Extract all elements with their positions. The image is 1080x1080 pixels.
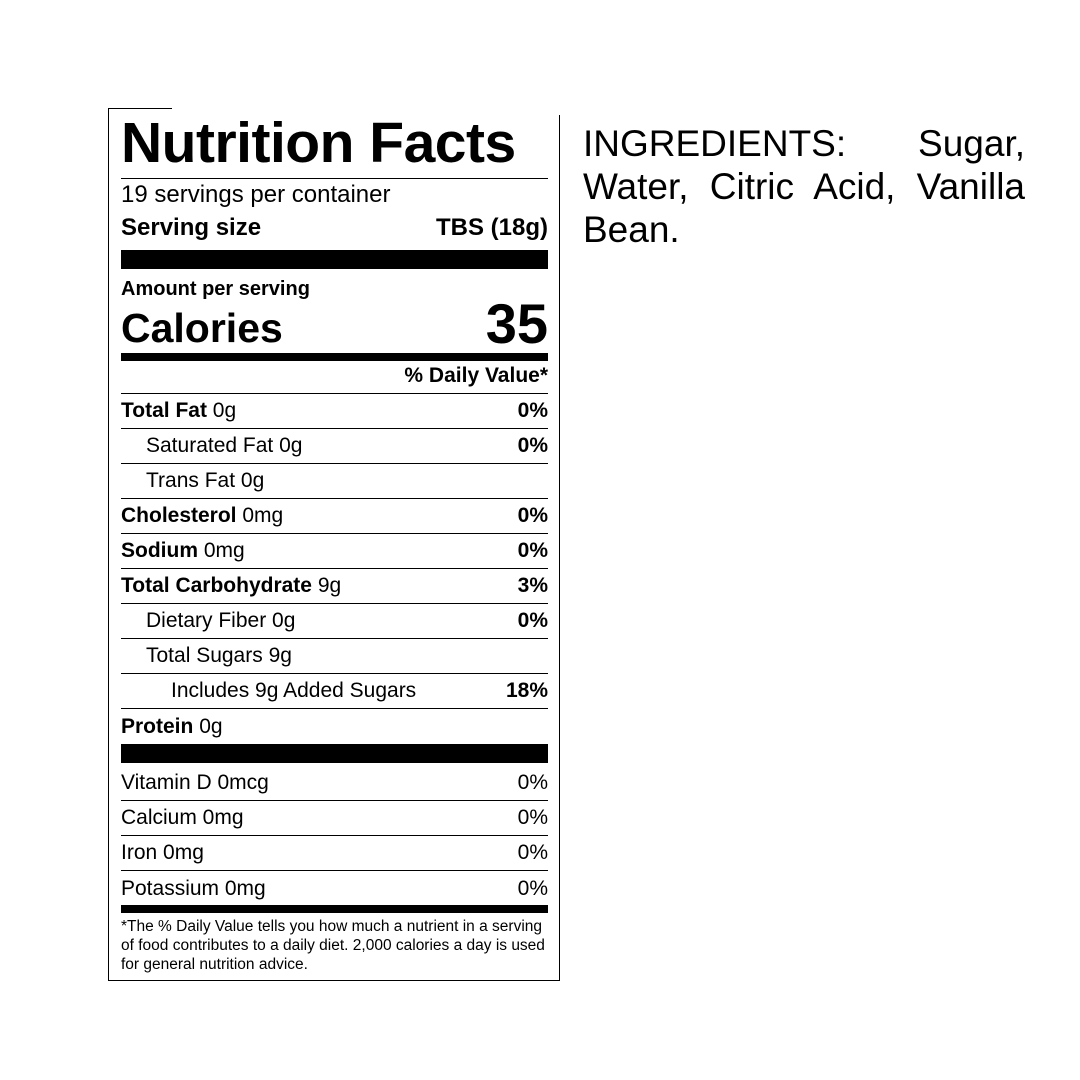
- vitamin-row: Calcium 0mg 0%: [121, 801, 548, 836]
- servings-per-container: 19 servings per container: [121, 181, 391, 208]
- nutrient-daily-value: 0%: [517, 434, 548, 457]
- nutrient-amount: 0mg: [242, 504, 284, 527]
- nutrient-label: Total Sugars: [146, 644, 263, 667]
- nutrition-label: [108, 108, 560, 981]
- thick-divider: [121, 744, 548, 763]
- nutrient-row: Dietary Fiber 0g 0%: [121, 604, 548, 639]
- vitamin-daily-value: 0%: [517, 876, 548, 900]
- serving-size: Serving size TBS (18g): [121, 213, 548, 243]
- nutrient-label: Total Carbohydrate: [121, 574, 312, 597]
- nutrient-row: Sodium 0mg 0%: [121, 534, 548, 569]
- nutrient-amount: 0g: [199, 714, 223, 738]
- nutrient-daily-value: 18%: [505, 679, 548, 702]
- vitamin-name: Calcium 0mg: [121, 806, 244, 829]
- serving-size-value: TBS (18g): [435, 214, 548, 241]
- label-title: Nutrition Facts: [121, 111, 516, 175]
- vitamin-daily-value: 0%: [517, 841, 548, 864]
- calories-row: Calories 35: [121, 296, 548, 352]
- nutrient-label: Protein: [121, 714, 194, 738]
- vitamin-daily-value: 0%: [517, 806, 548, 829]
- nutrient-name: Total Sugars 9g: [146, 644, 292, 668]
- vitamin-daily-value: 0%: [517, 771, 548, 794]
- vitamin-row: Vitamin D 0mcg 0%: [121, 766, 548, 801]
- nutrient-daily-value: 0%: [517, 504, 548, 527]
- daily-value-header-text: % Daily Value*: [404, 364, 548, 387]
- nutrient-amount: 0g: [272, 609, 296, 632]
- nutrient-name: Trans Fat 0g: [146, 469, 264, 493]
- nutrient-label: Cholesterol: [121, 504, 237, 527]
- nutrient-amount: 9g: [317, 574, 342, 597]
- nutrient-row: Protein 0g: [121, 709, 548, 744]
- nutrient-name: Protein 0g: [121, 715, 223, 739]
- serving-size-label: Serving size: [121, 214, 262, 241]
- footnote: *The % Daily Value tells you how much a …: [121, 918, 545, 973]
- nutrient-amount: 0g: [212, 399, 237, 422]
- nutrient-label: Includes 9g Added Sugars: [171, 679, 417, 702]
- nutrient-list: Total Fat 0g 0% Saturated Fat 0g 0% Trans Fa…: [121, 394, 548, 744]
- nutrient-amount: 0g: [279, 434, 303, 457]
- ingredients-text: INGREDIENTS: Sugar, Water, Citric Acid, …: [583, 123, 1025, 250]
- nutrient-label: Total Fat: [121, 399, 207, 422]
- border-stub: [108, 108, 172, 109]
- calories-label: Calories: [121, 305, 283, 351]
- daily-value-header: % Daily Value*: [121, 359, 548, 394]
- nutrient-name: Sodium 0mg: [121, 539, 245, 563]
- nutrient-daily-value: 0%: [517, 539, 548, 562]
- nutrient-label: Trans Fat: [146, 469, 236, 492]
- vitamin-list: Vitamin D 0mcg 0% Calcium 0mg 0% Iron 0mg 0% P…: [121, 766, 548, 906]
- nutrient-label: Saturated Fat: [146, 434, 274, 457]
- medium-divider: [121, 905, 548, 913]
- vitamin-row: Iron 0mg 0%: [121, 836, 548, 871]
- nutrient-row: Includes 9g Added Sugars 18%: [121, 674, 548, 709]
- nutrient-name: Saturated Fat 0g: [146, 434, 302, 458]
- nutrient-name: Cholesterol 0mg: [121, 504, 283, 528]
- nutrient-amount: 0mg: [203, 539, 245, 562]
- vitamin-name: Potassium 0mg: [121, 876, 266, 900]
- divider: [121, 178, 548, 179]
- nutrient-row: Cholesterol 0mg 0%: [121, 499, 548, 534]
- nutrient-row: Trans Fat 0g: [121, 464, 548, 499]
- nutrient-amount: 0g: [240, 469, 265, 492]
- nutrient-name: Includes 9g Added Sugars: [171, 679, 416, 703]
- nutrient-name: Total Carbohydrate 9g: [121, 574, 341, 598]
- nutrient-row: Saturated Fat 0g 0%: [121, 429, 548, 464]
- vitamin-row: Potassium 0mg 0%: [121, 871, 548, 906]
- nutrient-name: Total Fat 0g: [121, 399, 236, 423]
- nutrient-label: Sodium: [121, 539, 198, 562]
- nutrient-amount: 9g: [268, 644, 292, 667]
- nutrient-row: Total Carbohydrate 9g 3%: [121, 569, 548, 604]
- medium-divider: [121, 353, 548, 361]
- nutrient-daily-value: 0%: [517, 609, 548, 632]
- nutrient-row: Total Sugars 9g: [121, 639, 548, 674]
- thick-divider: [121, 250, 548, 269]
- nutrient-row: Total Fat 0g 0%: [121, 394, 548, 429]
- nutrient-label: Dietary Fiber: [146, 609, 267, 632]
- amount-per-serving: Amount per serving: [121, 278, 310, 300]
- vitamin-name: Vitamin D 0mcg: [121, 771, 269, 794]
- calories-value: 35: [485, 292, 548, 355]
- nutrient-daily-value: 3%: [517, 574, 548, 597]
- nutrient-name: Dietary Fiber 0g: [146, 609, 295, 633]
- vitamin-name: Iron 0mg: [121, 841, 204, 864]
- nutrient-daily-value: 0%: [517, 399, 548, 422]
